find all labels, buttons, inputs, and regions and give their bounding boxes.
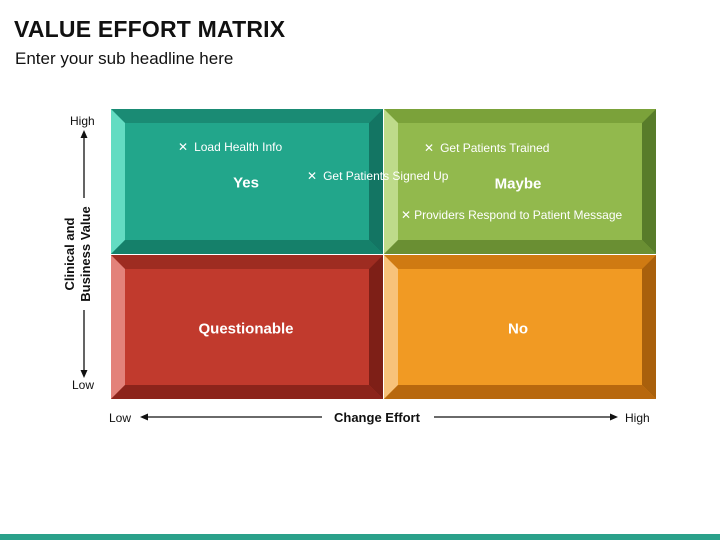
quadrant-maybe: [384, 109, 656, 254]
quadrant-no-label: No: [508, 320, 528, 338]
matrix-item-providers-respond: ✕ Providers Respond to Patient Message: [401, 208, 622, 222]
quadrant-maybe-label: Maybe: [494, 175, 542, 193]
x-mark-icon: ✕: [401, 208, 412, 222]
quadrant-questionable: [111, 255, 383, 399]
page-title: VALUE EFFORT MATRIX: [14, 16, 286, 42]
x-mark-icon: ✕: [178, 140, 189, 154]
y-axis-low-label: Low: [72, 378, 95, 392]
y-axis-arrow: [80, 130, 88, 378]
y-axis-title: Clinical and Business Value: [62, 174, 94, 334]
matrix-item-load-health-info: ✕ Load Health Info: [178, 140, 282, 154]
quadrant-questionable-label: Questionable: [198, 320, 294, 338]
footer-accent-bar: [0, 534, 720, 540]
matrix-item-label: Get Patients Trained: [440, 141, 550, 155]
x-axis-low-label: Low: [109, 411, 132, 425]
matrix-item-label: Load Health Info: [194, 140, 283, 154]
y-axis-title-line1: Clinical and: [62, 217, 77, 291]
matrix-item-get-patients-signed-up: ✕ Get Patients Signed Up: [307, 169, 448, 183]
quadrant-yes: [111, 109, 383, 254]
y-axis-title-line2: Business Value: [78, 206, 93, 302]
x-mark-icon: ✕: [307, 169, 318, 183]
x-axis-high-label: High: [625, 411, 650, 425]
matrix-item-label: Providers Respond to Patient Message: [414, 208, 623, 222]
page-subtitle: Enter your sub headline here: [15, 49, 234, 68]
matrix-item-label: Get Patients Signed Up: [323, 169, 449, 183]
x-axis-title: Change Effort: [334, 410, 420, 425]
y-axis-high-label: High: [70, 114, 95, 128]
matrix-item-get-patients-trained: ✕ Get Patients Trained: [424, 141, 549, 155]
quadrant-no: [384, 255, 656, 399]
quadrant-yes-label: Yes: [233, 174, 259, 192]
x-mark-icon: ✕: [424, 141, 435, 155]
x-axis-arrow: [140, 413, 618, 421]
